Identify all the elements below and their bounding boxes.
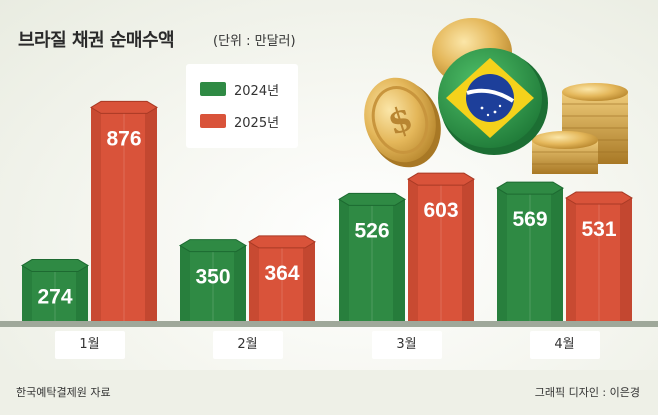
bar-2024년-2월 (179, 239, 247, 321)
legend-label-2024: 2024년 (234, 83, 280, 99)
baseline (0, 321, 658, 327)
chart-title: 브라질 채권 순매수액 (18, 30, 175, 51)
bar-value-label: 364 (264, 262, 299, 285)
x-tick-label: 3월 (371, 331, 442, 359)
bar-value-label: 569 (512, 208, 547, 231)
bar-2024년-3월 (338, 192, 406, 321)
bar-2024년-4월 (496, 181, 564, 321)
legend-item-2024: 2024년 (200, 78, 279, 100)
bar-value-label: 876 (106, 127, 141, 150)
coin-stack-icon (532, 83, 628, 174)
bar-value-label: 350 (195, 266, 230, 289)
legend: 2024년 2025년 (186, 64, 298, 148)
bar-2025년-4월 (565, 191, 633, 321)
x-tick-label: 4월 (529, 331, 600, 359)
unit-label: (단위 : 만달러) (213, 34, 296, 49)
bar-value-label: 603 (423, 199, 458, 222)
bar-2024년-1월 (21, 259, 89, 321)
x-tick-label: 1월 (54, 331, 125, 359)
x-tick-label: 2월 (212, 331, 283, 359)
bar-2025년-2월 (248, 235, 316, 321)
footer (0, 370, 658, 415)
dollar-coin-icon: $ (364, 77, 441, 168)
credit-note: 그래픽 디자인 : 이은경 (534, 386, 640, 399)
bar-value-label: 526 (354, 219, 389, 242)
bar-value-label: 274 (37, 286, 72, 309)
source-note: 한국예탁결제원 자료 (16, 386, 111, 399)
bar-plot: 274 876 350 364 526 603 569 531 (0, 100, 658, 327)
legend-item-2025: 2025년 (200, 110, 279, 132)
bar-value-label: 531 (581, 218, 616, 241)
brazil-flag-coin-icon (438, 48, 548, 155)
bar-2025년-1월 (90, 100, 158, 321)
legend-swatch-2024 (200, 82, 226, 96)
bar-2025년-3월 (407, 172, 475, 321)
legend-swatch-2025 (200, 114, 226, 128)
legend-label-2025: 2025년 (234, 115, 280, 131)
